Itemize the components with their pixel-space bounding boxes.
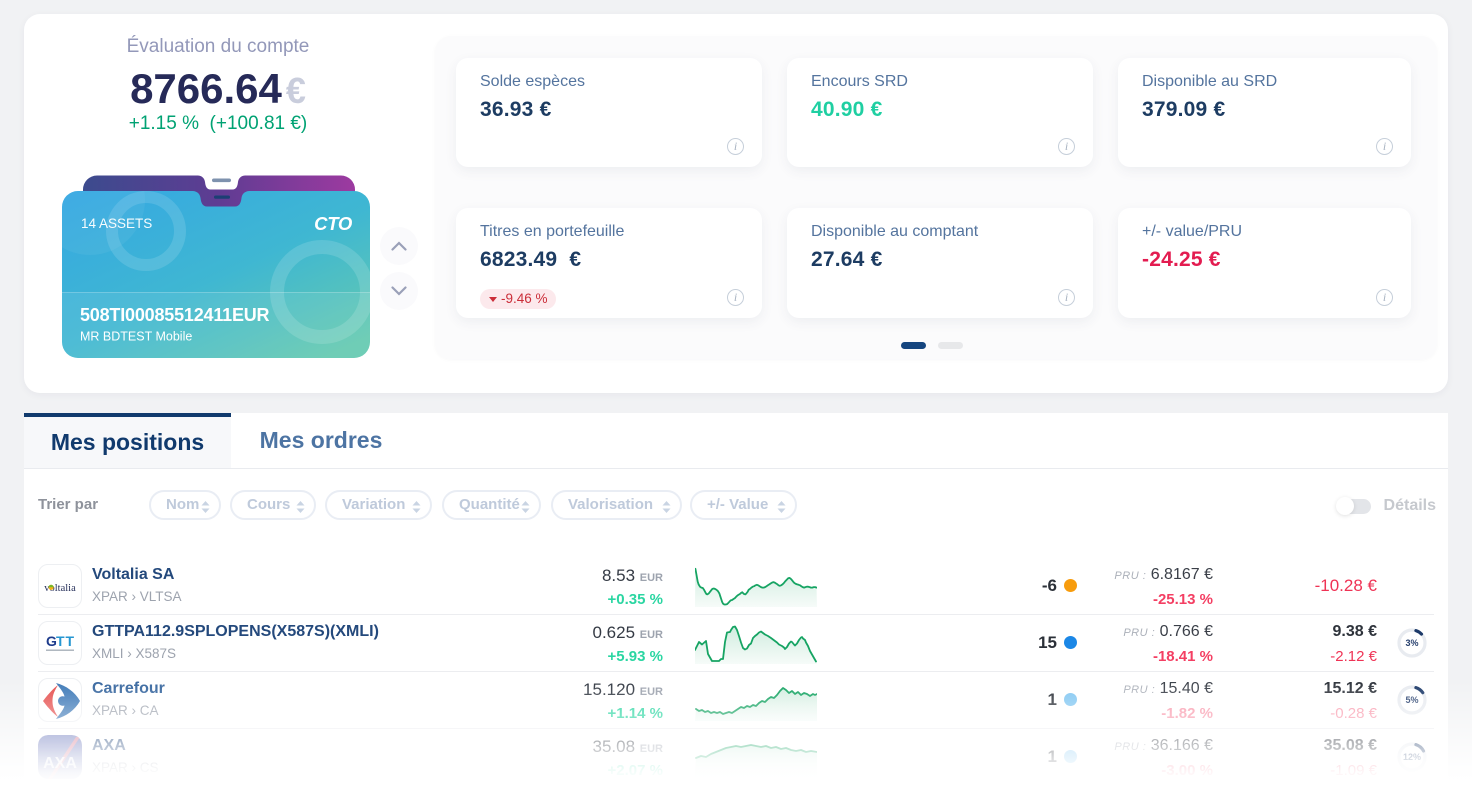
- svg-text:G: G: [46, 633, 57, 649]
- svg-text:14 ASSETS: 14 ASSETS: [81, 216, 152, 231]
- svg-text:CTO: CTO: [314, 213, 353, 234]
- svg-text:TT: TT: [56, 633, 75, 649]
- svg-text:AXA: AXA: [43, 755, 77, 772]
- svg-text:MR BDTEST Mobile: MR BDTEST Mobile: [80, 330, 192, 344]
- svg-text:508TI00085512411EUR: 508TI00085512411EUR: [80, 305, 270, 325]
